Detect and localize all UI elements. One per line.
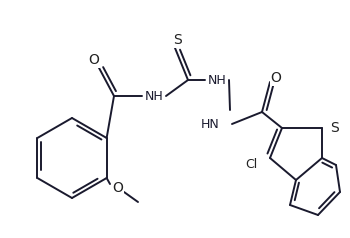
Text: HN: HN [201,118,220,130]
Text: S: S [330,121,339,135]
Text: Cl: Cl [246,158,258,170]
Text: NH: NH [208,74,226,86]
Text: NH: NH [145,89,163,103]
Text: S: S [173,33,181,47]
Text: O: O [89,53,99,67]
Text: O: O [113,181,124,195]
Text: O: O [271,71,281,85]
